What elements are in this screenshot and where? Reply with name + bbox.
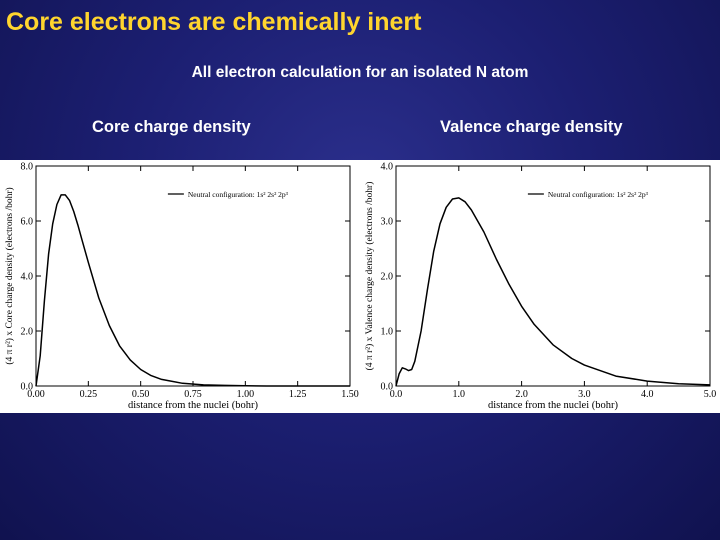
chart0-x-tick-label: 0.00	[27, 389, 45, 400]
chart0-series-line	[35, 194, 350, 387]
chart1-x-axis-label: distance from the nuclei (bohr)	[488, 400, 619, 411]
chart0-x-tick-label: 1.50	[341, 389, 359, 400]
slide-subtitle: All electron calculation for an isolated…	[191, 64, 529, 81]
chart0-legend-label: Neutral configuration: 1s² 2s² 2p³	[188, 190, 289, 199]
core-density-caption: Core charge density	[92, 118, 251, 136]
valence-charge-density-chart: 0.0 1.0 2.0 3.0 4.0 5.0 0.0 1.0 2.0 3.0 4.0 distanc…	[364, 162, 717, 412]
core-charge-density-chart: 0.00 0.25 0.50 0.75 1.00 1.25 1.50 0.0 2.0 4.0 6.0…	[4, 162, 359, 412]
chart1-x-tick-label: 1.0	[453, 389, 466, 400]
chart1-y-tick-label: 4.0	[381, 162, 394, 173]
valence-charge-density-plot: 0.0 1.0 2.0 3.0 4.0 5.0 0.0 1.0 2.0 3.0 4.0 distanc…	[360, 160, 720, 413]
chart0-y-tick-label: 8.0	[21, 162, 34, 173]
chart1-y-tick-label: 2.0	[381, 272, 394, 283]
chart1-x-tick-label: 2.0	[515, 389, 528, 400]
core-charge-density-plot: 0.00 0.25 0.50 0.75 1.00 1.25 1.50 0.0 2.0 4.0 6.0…	[0, 160, 360, 413]
valence-density-caption: Valence charge density	[440, 118, 623, 136]
chart1-y-tick-label: 3.0	[381, 217, 394, 228]
chart1-legend-label: Neutral configuration: 1s² 2s² 2p³	[548, 190, 649, 199]
chart0-plot-frame	[35, 165, 351, 387]
chart0-x-tick-label: 0.25	[80, 389, 98, 400]
chart1-y-axis-label: (4 π r²) x Valence charge density (elect…	[364, 182, 375, 371]
chart0-x-tick-label: 1.25	[289, 389, 307, 400]
chart0-y-tick-label: 4.0	[21, 272, 34, 283]
chart0-x-tick-label: 0.50	[132, 389, 150, 400]
chart1-y-tick-label: 0.0	[381, 382, 394, 393]
chart0-y-axis-label: (4 π r²) x Core charge density (electron…	[4, 187, 15, 364]
chart0-x-tick-label: 1.00	[237, 389, 255, 400]
chart0-x-axis-label: distance from the nuclei (bohr)	[128, 400, 259, 411]
chart1-x-tick-label: 5.0	[704, 389, 717, 400]
chart1-x-tick-label: 4.0	[641, 389, 654, 400]
chart0-y-tick-label: 6.0	[21, 217, 34, 228]
chart0-y-tick-label: 0.0	[21, 382, 34, 393]
chart1-plot-frame	[395, 165, 711, 387]
chart1-x-tick-label: 0.0	[390, 389, 403, 400]
chart1-series-line	[395, 197, 711, 387]
slide-title: Core electrons are chemically inert	[6, 8, 422, 36]
chart0-y-tick-label: 2.0	[21, 327, 34, 338]
chart0-x-tick-label: 0.75	[184, 389, 202, 400]
chart1-y-tick-label: 1.0	[381, 327, 394, 338]
chart1-x-tick-label: 3.0	[578, 389, 591, 400]
